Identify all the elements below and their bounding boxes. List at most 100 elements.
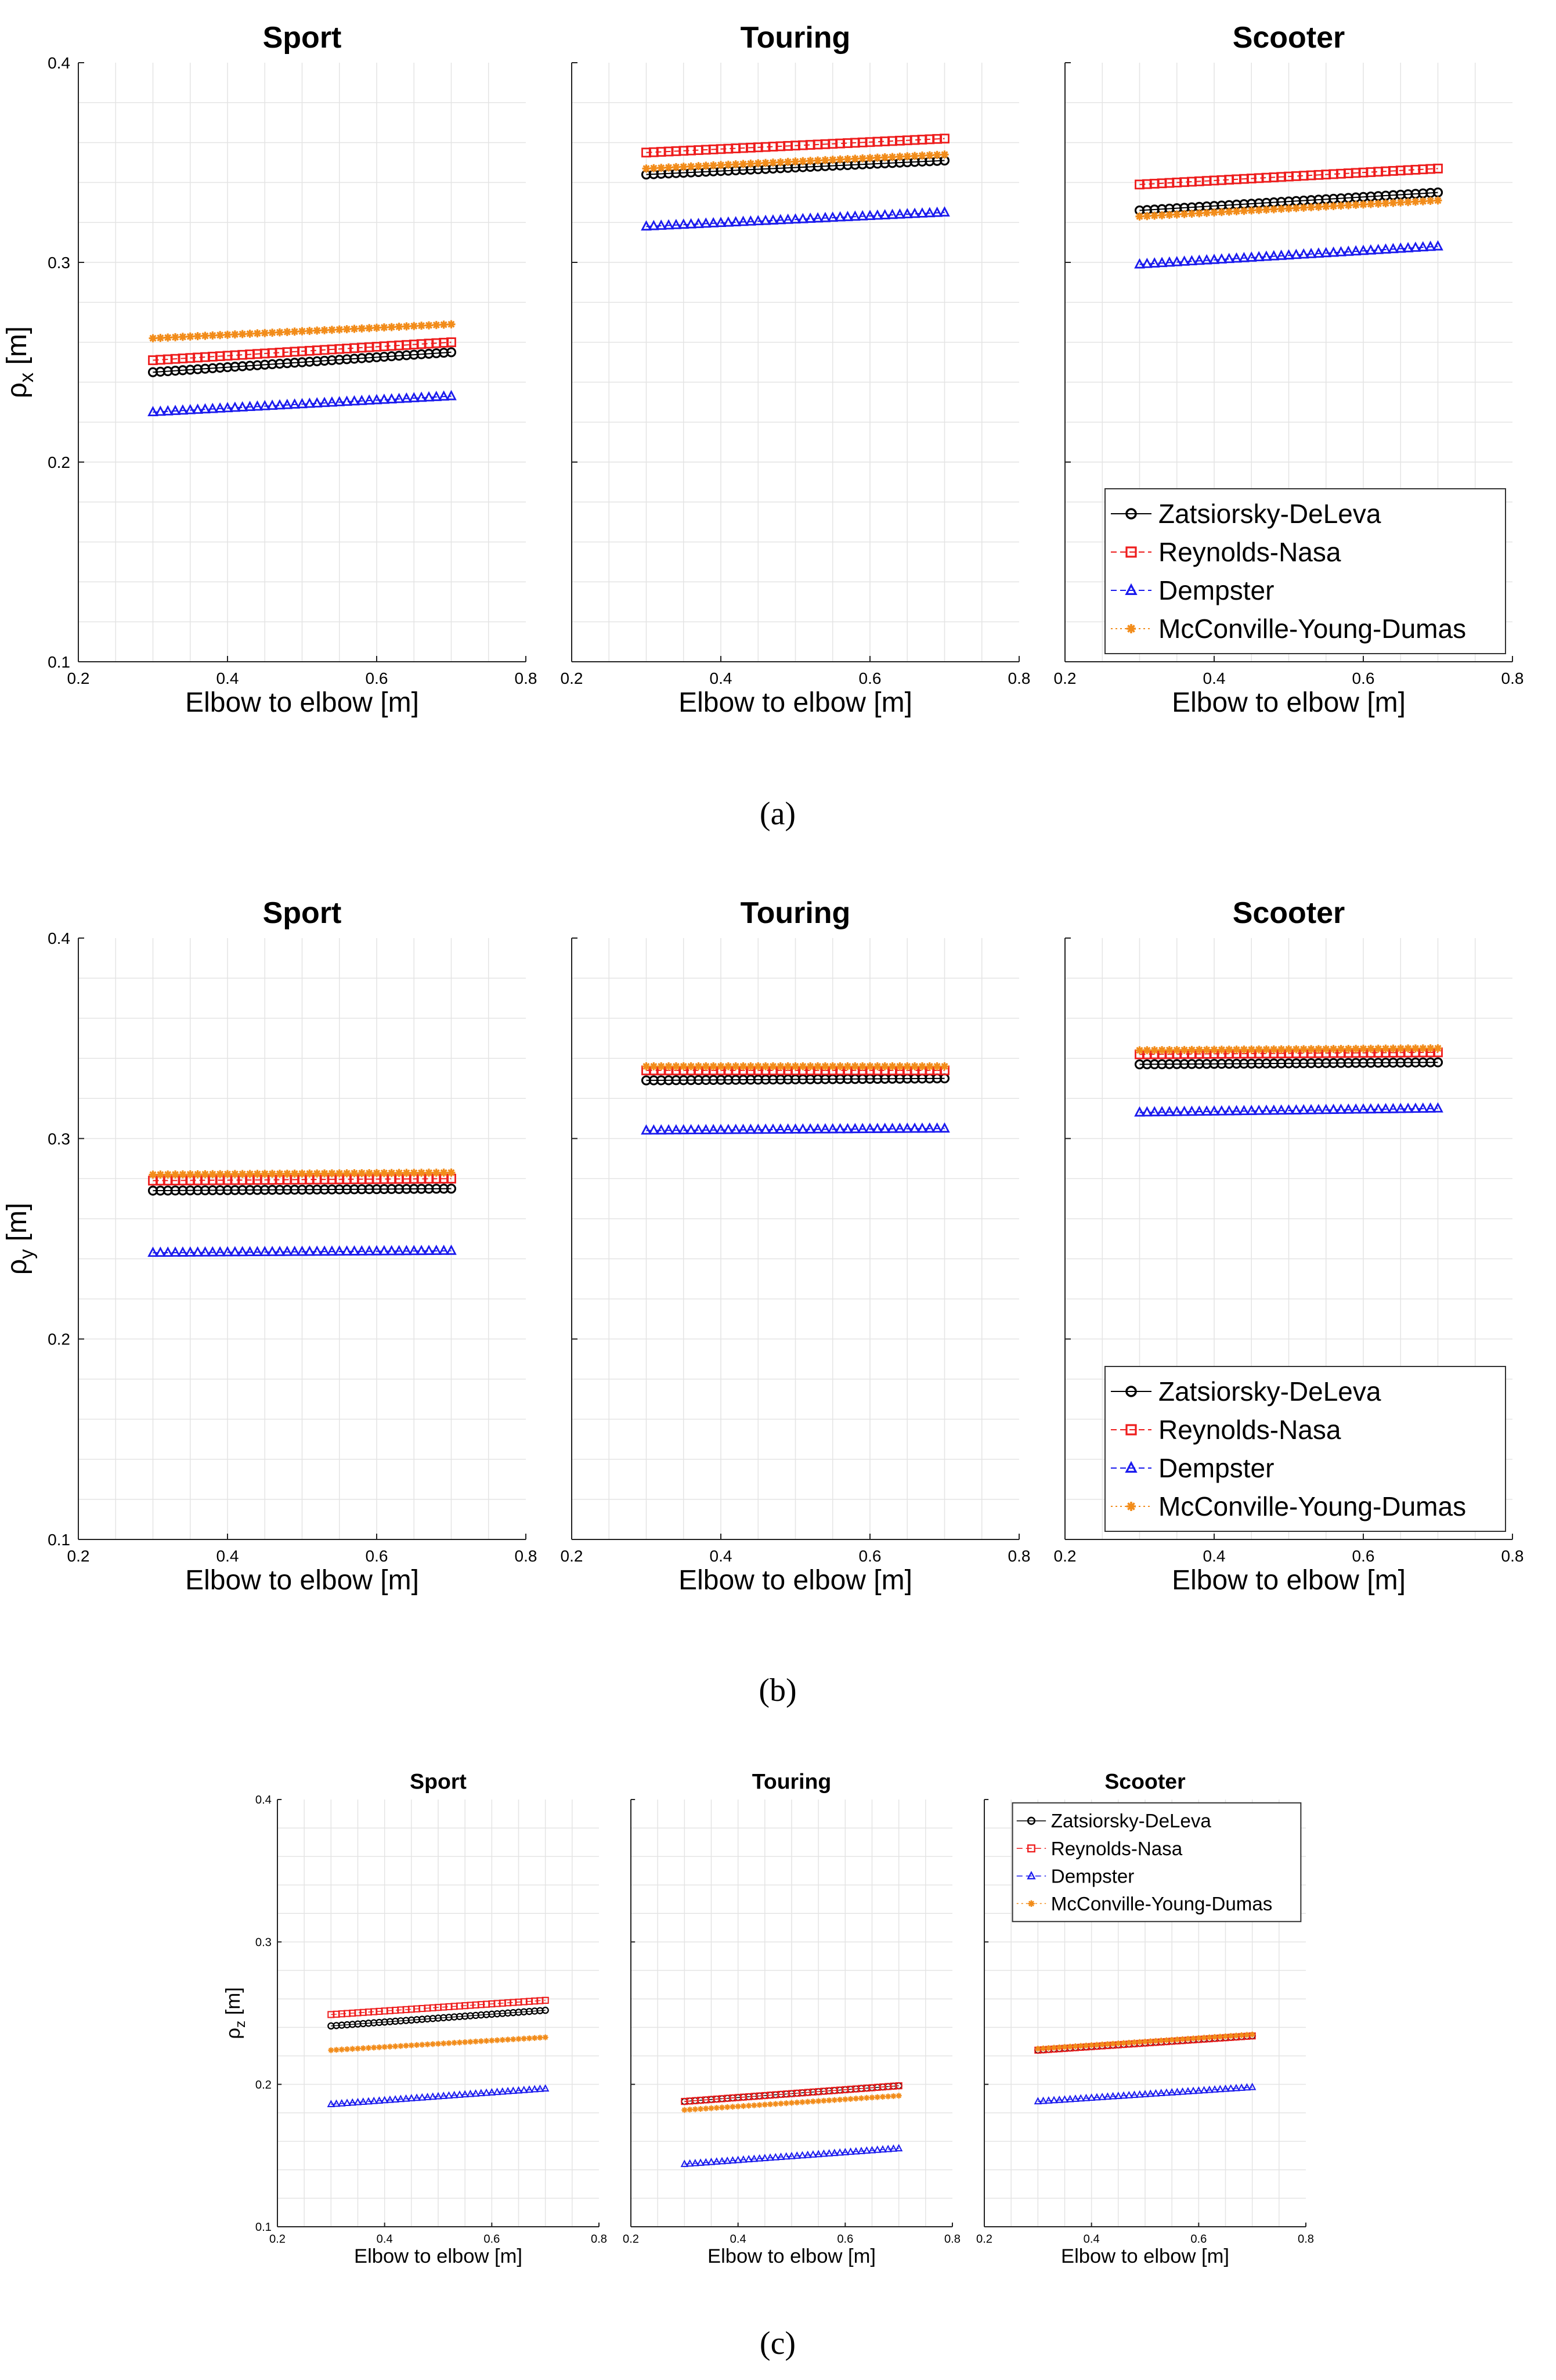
data-point	[375, 2096, 384, 2104]
data-point	[376, 2044, 382, 2050]
data-point	[852, 2147, 860, 2155]
legend-entry: McConville-Young-Dumas	[1158, 1491, 1466, 1521]
data-point	[924, 207, 936, 218]
data-point	[1418, 1044, 1427, 1053]
chart-a-touring: 0.2 0.4 0.6 0.8 Touring Elbow to elbow [m]	[561, 21, 1031, 718]
series-line	[684, 2085, 899, 2102]
data-point	[1115, 2040, 1121, 2047]
data-point	[1125, 2090, 1133, 2098]
data-point	[812, 1123, 824, 1134]
data-point	[1171, 255, 1183, 266]
y-label-unit: [m]	[2, 1203, 33, 1249]
data-point	[290, 1169, 299, 1178]
data-point	[283, 1169, 291, 1178]
data-point	[1350, 245, 1362, 255]
x-tick-label: 0.4	[216, 1547, 239, 1565]
data-point	[208, 331, 217, 340]
data-point	[1195, 1045, 1204, 1054]
data-point	[429, 2041, 436, 2047]
x-tick-label: 0.2	[67, 669, 90, 687]
data-point	[1158, 1046, 1167, 1055]
data-point	[467, 2039, 474, 2045]
data-point	[1206, 2034, 1212, 2040]
data-point	[909, 1122, 920, 1133]
data-point	[456, 2039, 463, 2046]
data-point	[1146, 2089, 1154, 2097]
data-point	[797, 1123, 808, 1134]
data-point	[478, 2038, 484, 2044]
y-tick-label: 0.1	[48, 653, 70, 671]
data-point	[281, 398, 293, 409]
x-tick-label: 0.6	[1190, 2233, 1207, 2245]
data-point	[1276, 250, 1287, 260]
data-point	[387, 323, 396, 331]
data-point	[760, 1123, 771, 1134]
data-point	[857, 210, 868, 221]
data-point	[806, 157, 815, 165]
series-dempster	[1034, 2082, 1257, 2105]
data-point	[1231, 1105, 1242, 1116]
data-point	[214, 402, 226, 413]
data-point	[164, 1170, 172, 1179]
data-point	[1253, 1104, 1265, 1115]
data-point	[836, 155, 844, 164]
data-point	[819, 211, 831, 222]
data-point	[717, 161, 725, 170]
data-point	[1402, 241, 1414, 253]
series-mcconville-young-dumas	[149, 320, 456, 342]
x-tick-label: 0.4	[710, 669, 732, 687]
data-point	[402, 322, 411, 331]
chart-title: Sport	[410, 1769, 467, 1793]
data-point	[717, 1062, 725, 1071]
legend-entry: Zatsiorsky-DeLeva	[1051, 1811, 1212, 1832]
data-point	[386, 1245, 398, 1256]
data-point	[261, 1170, 269, 1178]
y-tick-label: 0.2	[48, 1330, 70, 1348]
data-point	[1072, 2043, 1079, 2050]
data-point	[237, 1246, 248, 1257]
data-point	[896, 152, 904, 161]
data-point	[1082, 2093, 1091, 2101]
data-point	[678, 1124, 689, 1135]
legend: Zatsiorsky-DeLeva Reynolds-Nasa Dempster Mc…	[1012, 1802, 1302, 1923]
data-point	[1402, 1102, 1414, 1113]
data-point	[887, 208, 898, 219]
data-point	[1210, 208, 1218, 217]
data-point	[745, 1123, 756, 1134]
data-point	[439, 320, 448, 329]
data-point	[171, 1170, 180, 1179]
data-point	[1180, 210, 1189, 218]
data-point	[360, 2045, 366, 2051]
data-point	[1335, 246, 1346, 257]
data-point	[494, 2037, 500, 2043]
data-point	[1410, 241, 1421, 252]
data-point	[541, 1996, 549, 2004]
data-point	[1180, 1045, 1189, 1054]
legend-marker	[1125, 1424, 1137, 1436]
data-point	[477, 2089, 485, 2097]
data-point	[1320, 247, 1332, 258]
data-point	[724, 1062, 732, 1071]
data-point	[358, 324, 366, 333]
data-point	[821, 1062, 829, 1071]
data-point	[754, 159, 763, 168]
data-point	[1208, 253, 1220, 264]
data-point	[504, 2036, 511, 2043]
data-point	[670, 1124, 682, 1135]
data-point	[1352, 200, 1360, 209]
data-point	[230, 330, 239, 339]
data-point	[259, 399, 270, 410]
y-tick-label: 0.1	[48, 1531, 70, 1549]
data-point	[1425, 240, 1436, 251]
data-point	[858, 2095, 865, 2101]
legend-entry: Reynolds-Nasa	[1051, 1838, 1183, 1860]
data-point	[338, 2046, 345, 2053]
data-point	[1432, 1102, 1443, 1113]
x-axis-label: Elbow to elbow [m]	[1172, 687, 1406, 718]
data-point	[509, 2086, 517, 2094]
data-point	[1434, 196, 1442, 205]
data-point	[1380, 1103, 1391, 1113]
data-point	[1165, 211, 1174, 219]
data-point	[1093, 2042, 1100, 2048]
data-point	[1149, 1106, 1160, 1117]
